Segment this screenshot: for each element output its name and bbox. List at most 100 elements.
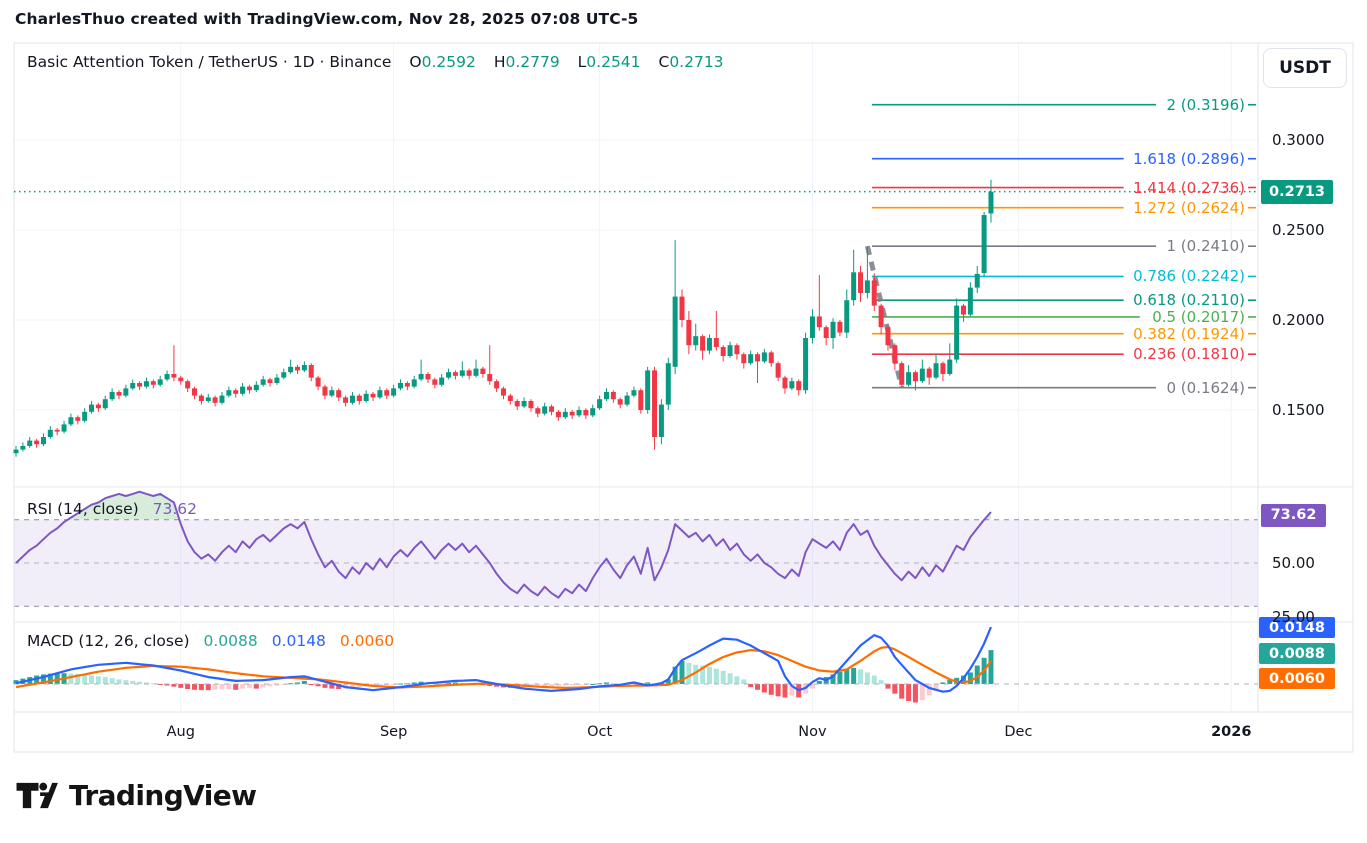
rsi-legend-value: 73.62 (152, 500, 198, 518)
tradingview-logo-text: TradingView (69, 779, 257, 812)
candle (981, 215, 987, 274)
fib-label: 0.618 (0.2110) (1133, 291, 1245, 310)
ohlc-open: O0.2592 (409, 53, 476, 71)
candle (755, 354, 761, 362)
candle (638, 390, 644, 410)
candle (116, 392, 122, 396)
candle (240, 386, 246, 394)
gridlines (14, 43, 1258, 712)
candle (494, 381, 500, 389)
candle (624, 395, 630, 405)
candle (954, 305, 960, 360)
fib-label: 0.786 (0.2242) (1133, 267, 1245, 286)
fib-label: 0 (0.1624) (1166, 378, 1245, 397)
candle (418, 374, 424, 380)
candle (988, 191, 994, 214)
candle (521, 401, 527, 407)
candle (961, 305, 967, 315)
tradingview-logo[interactable]: TradingView (16, 779, 257, 812)
chart-frame (13, 42, 1354, 753)
candle (569, 411, 575, 416)
candle (452, 372, 458, 376)
candle (219, 395, 225, 403)
candle (260, 379, 266, 385)
candle (123, 388, 129, 396)
candle (542, 406, 548, 414)
candle (363, 393, 369, 401)
candle (809, 316, 815, 338)
candle (892, 345, 898, 364)
candle (102, 399, 108, 409)
candle (693, 336, 699, 346)
candle (425, 374, 431, 380)
symbol-legend: Basic Attention Token / TetherUS · 1D · … (27, 53, 724, 71)
candle (782, 377, 788, 389)
macd-main-line (15, 626, 992, 693)
candle (768, 352, 774, 364)
time-axis-label: Oct (587, 724, 613, 740)
candle (34, 440, 40, 445)
candle (926, 368, 932, 378)
rsi-line (15, 490, 992, 599)
candle (356, 395, 362, 401)
candle (583, 410, 589, 416)
candle (274, 377, 280, 383)
candle (329, 390, 335, 396)
candle (652, 370, 658, 437)
candle (912, 372, 918, 382)
fib-label: 1.414 (0.2736) (1133, 178, 1245, 197)
candle (295, 366, 301, 371)
candle (576, 410, 582, 416)
rsi-legend-title: RSI (14, close) (27, 500, 139, 518)
price-axis-label: 0.3000 (1272, 131, 1325, 149)
candle (851, 272, 857, 301)
currency-button[interactable]: USDT (1263, 48, 1347, 88)
candle (899, 363, 905, 385)
fib-label: 0.5 (0.2017) (1152, 307, 1245, 326)
candle (775, 363, 781, 378)
fib-label: 1.272 (0.2624) (1133, 198, 1245, 217)
candle (500, 388, 506, 396)
candle (837, 321, 843, 333)
fib-retracement[interactable] (872, 103, 1256, 389)
candle (89, 404, 95, 412)
fib-trendline[interactable] (864, 245, 905, 389)
candle (947, 359, 953, 374)
rsi-value-badge: 73.62 (1261, 503, 1326, 527)
candle (844, 300, 850, 333)
macd-line-value: 0.0148 (271, 632, 326, 650)
candle (549, 406, 555, 412)
candle (198, 395, 204, 401)
macd-line-badge: 0.0148 (1259, 617, 1335, 638)
price-axis-label: 0.2000 (1272, 311, 1325, 329)
candle (40, 437, 46, 445)
ohlc-low: L0.2541 (577, 53, 641, 71)
candle (68, 417, 74, 425)
candle (761, 352, 767, 362)
candle (631, 390, 637, 396)
candle (590, 408, 596, 416)
candle (349, 395, 355, 403)
candle (432, 379, 438, 385)
candle (75, 417, 81, 421)
candle (370, 393, 376, 398)
candle (253, 384, 259, 391)
candle (226, 390, 232, 396)
candle (212, 397, 218, 403)
fib-label: 2 (0.3196) (1166, 95, 1245, 114)
tradingview-logo-icon (16, 782, 58, 809)
candle (796, 381, 802, 391)
candle (82, 411, 88, 421)
candle (789, 381, 795, 389)
candle (514, 401, 520, 407)
candle (480, 368, 486, 374)
candle (967, 287, 973, 315)
candle (95, 404, 101, 409)
fib-label: 1 (0.2410) (1166, 237, 1245, 256)
candle (700, 336, 706, 351)
rsi-axis-label: 50.00 (1272, 554, 1315, 572)
fib-label: 0.236 (0.1810) (1133, 345, 1245, 364)
candle (713, 338, 719, 347)
candle (336, 390, 342, 398)
